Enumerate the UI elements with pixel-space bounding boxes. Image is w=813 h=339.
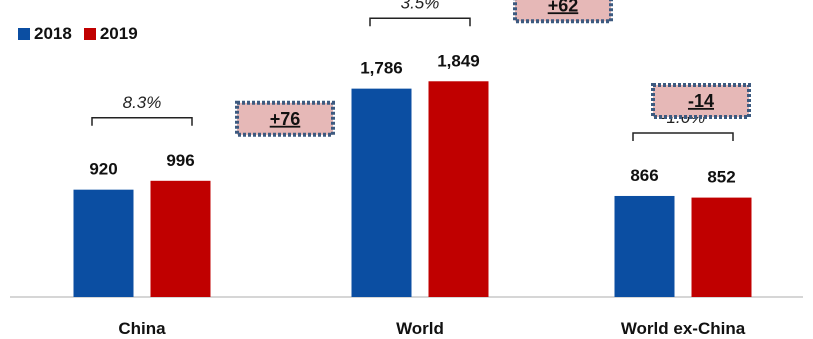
data-label-world-ex-china-2019: 852 — [707, 168, 735, 187]
bar-world-ex-china-2018 — [614, 195, 675, 297]
legend-swatch-2019 — [83, 28, 96, 40]
delta-label-world-ex-china: -14 — [688, 91, 714, 111]
bracket-world — [369, 17, 471, 27]
bar-china-2019 — [150, 180, 211, 297]
category-label-china: China — [118, 319, 166, 338]
pct-change-china: 8.3% — [123, 93, 162, 112]
category-label-world: World — [396, 319, 444, 338]
data-label-china-2018: 920 — [89, 160, 117, 179]
legend-swatch-2018 — [18, 28, 30, 40]
bar-world-ex-china-2019 — [691, 197, 752, 297]
legend: 2018 2019 — [18, 24, 138, 44]
bar-world-2018 — [351, 88, 412, 297]
legend-item-2018: 2018 — [18, 24, 72, 44]
data-label-world-2018: 1,786 — [360, 59, 403, 78]
delta-label-china: +76 — [270, 109, 301, 129]
category-label-world-ex-china: World ex-China — [621, 319, 746, 338]
data-label-world-2019: 1,849 — [437, 51, 480, 70]
pct-change-world: 3.5% — [401, 0, 440, 12]
bar-china-2018 — [73, 189, 134, 297]
bracket-china — [91, 117, 193, 126]
bar-world-2019 — [428, 81, 489, 298]
bracket-world-ex-china — [632, 132, 734, 141]
legend-item-2019: 2019 — [83, 24, 138, 44]
delta-label-world: +62 — [548, 0, 579, 15]
delta-box-world — [513, 0, 613, 24]
delta-box-china — [235, 100, 335, 137]
legend-label-2018: 2018 — [34, 24, 72, 43]
data-label-china-2019: 996 — [166, 151, 194, 170]
legend-label-2019: 2019 — [99, 24, 138, 43]
delta-box-world-ex-china — [651, 82, 751, 119]
data-label-world-ex-china-2018: 866 — [630, 166, 658, 185]
